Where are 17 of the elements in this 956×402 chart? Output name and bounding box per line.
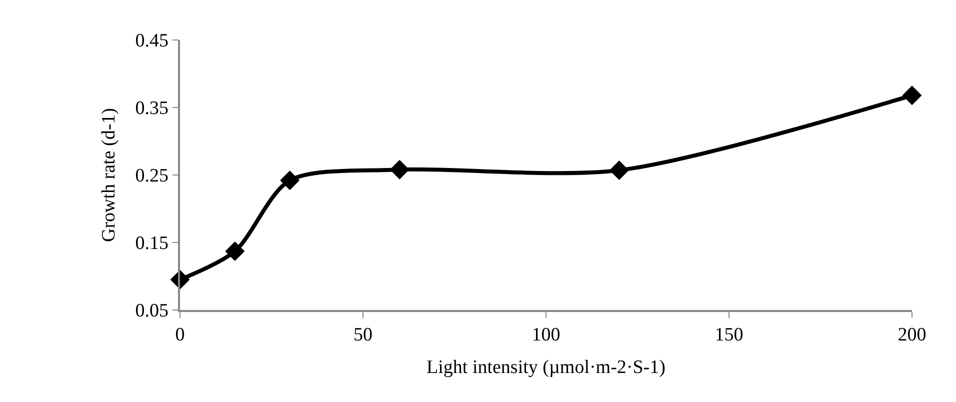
x-tick-label: 200 — [898, 324, 926, 346]
y-tick-label: 0.15 — [135, 233, 168, 254]
y-tick-label: 0.35 — [135, 98, 168, 120]
point — [902, 86, 922, 106]
x-tick-label: 100 — [532, 324, 560, 346]
x-tick-label: 50 — [354, 324, 372, 346]
y-tick-label: 0.45 — [135, 30, 168, 52]
y-axis-title: Growth rate (d-1) — [98, 108, 120, 242]
y-tick-label: 0.05 — [135, 300, 168, 322]
point — [609, 160, 629, 180]
point — [390, 160, 410, 180]
x-tick-label: 0 — [175, 324, 185, 346]
point — [225, 242, 245, 262]
point — [280, 170, 300, 190]
x-tick-label: 150 — [714, 324, 744, 346]
x-axis-title: Light intensity (µmol·m-2·S-1) — [426, 356, 666, 378]
y-tick-label: 0.25 — [135, 166, 168, 187]
